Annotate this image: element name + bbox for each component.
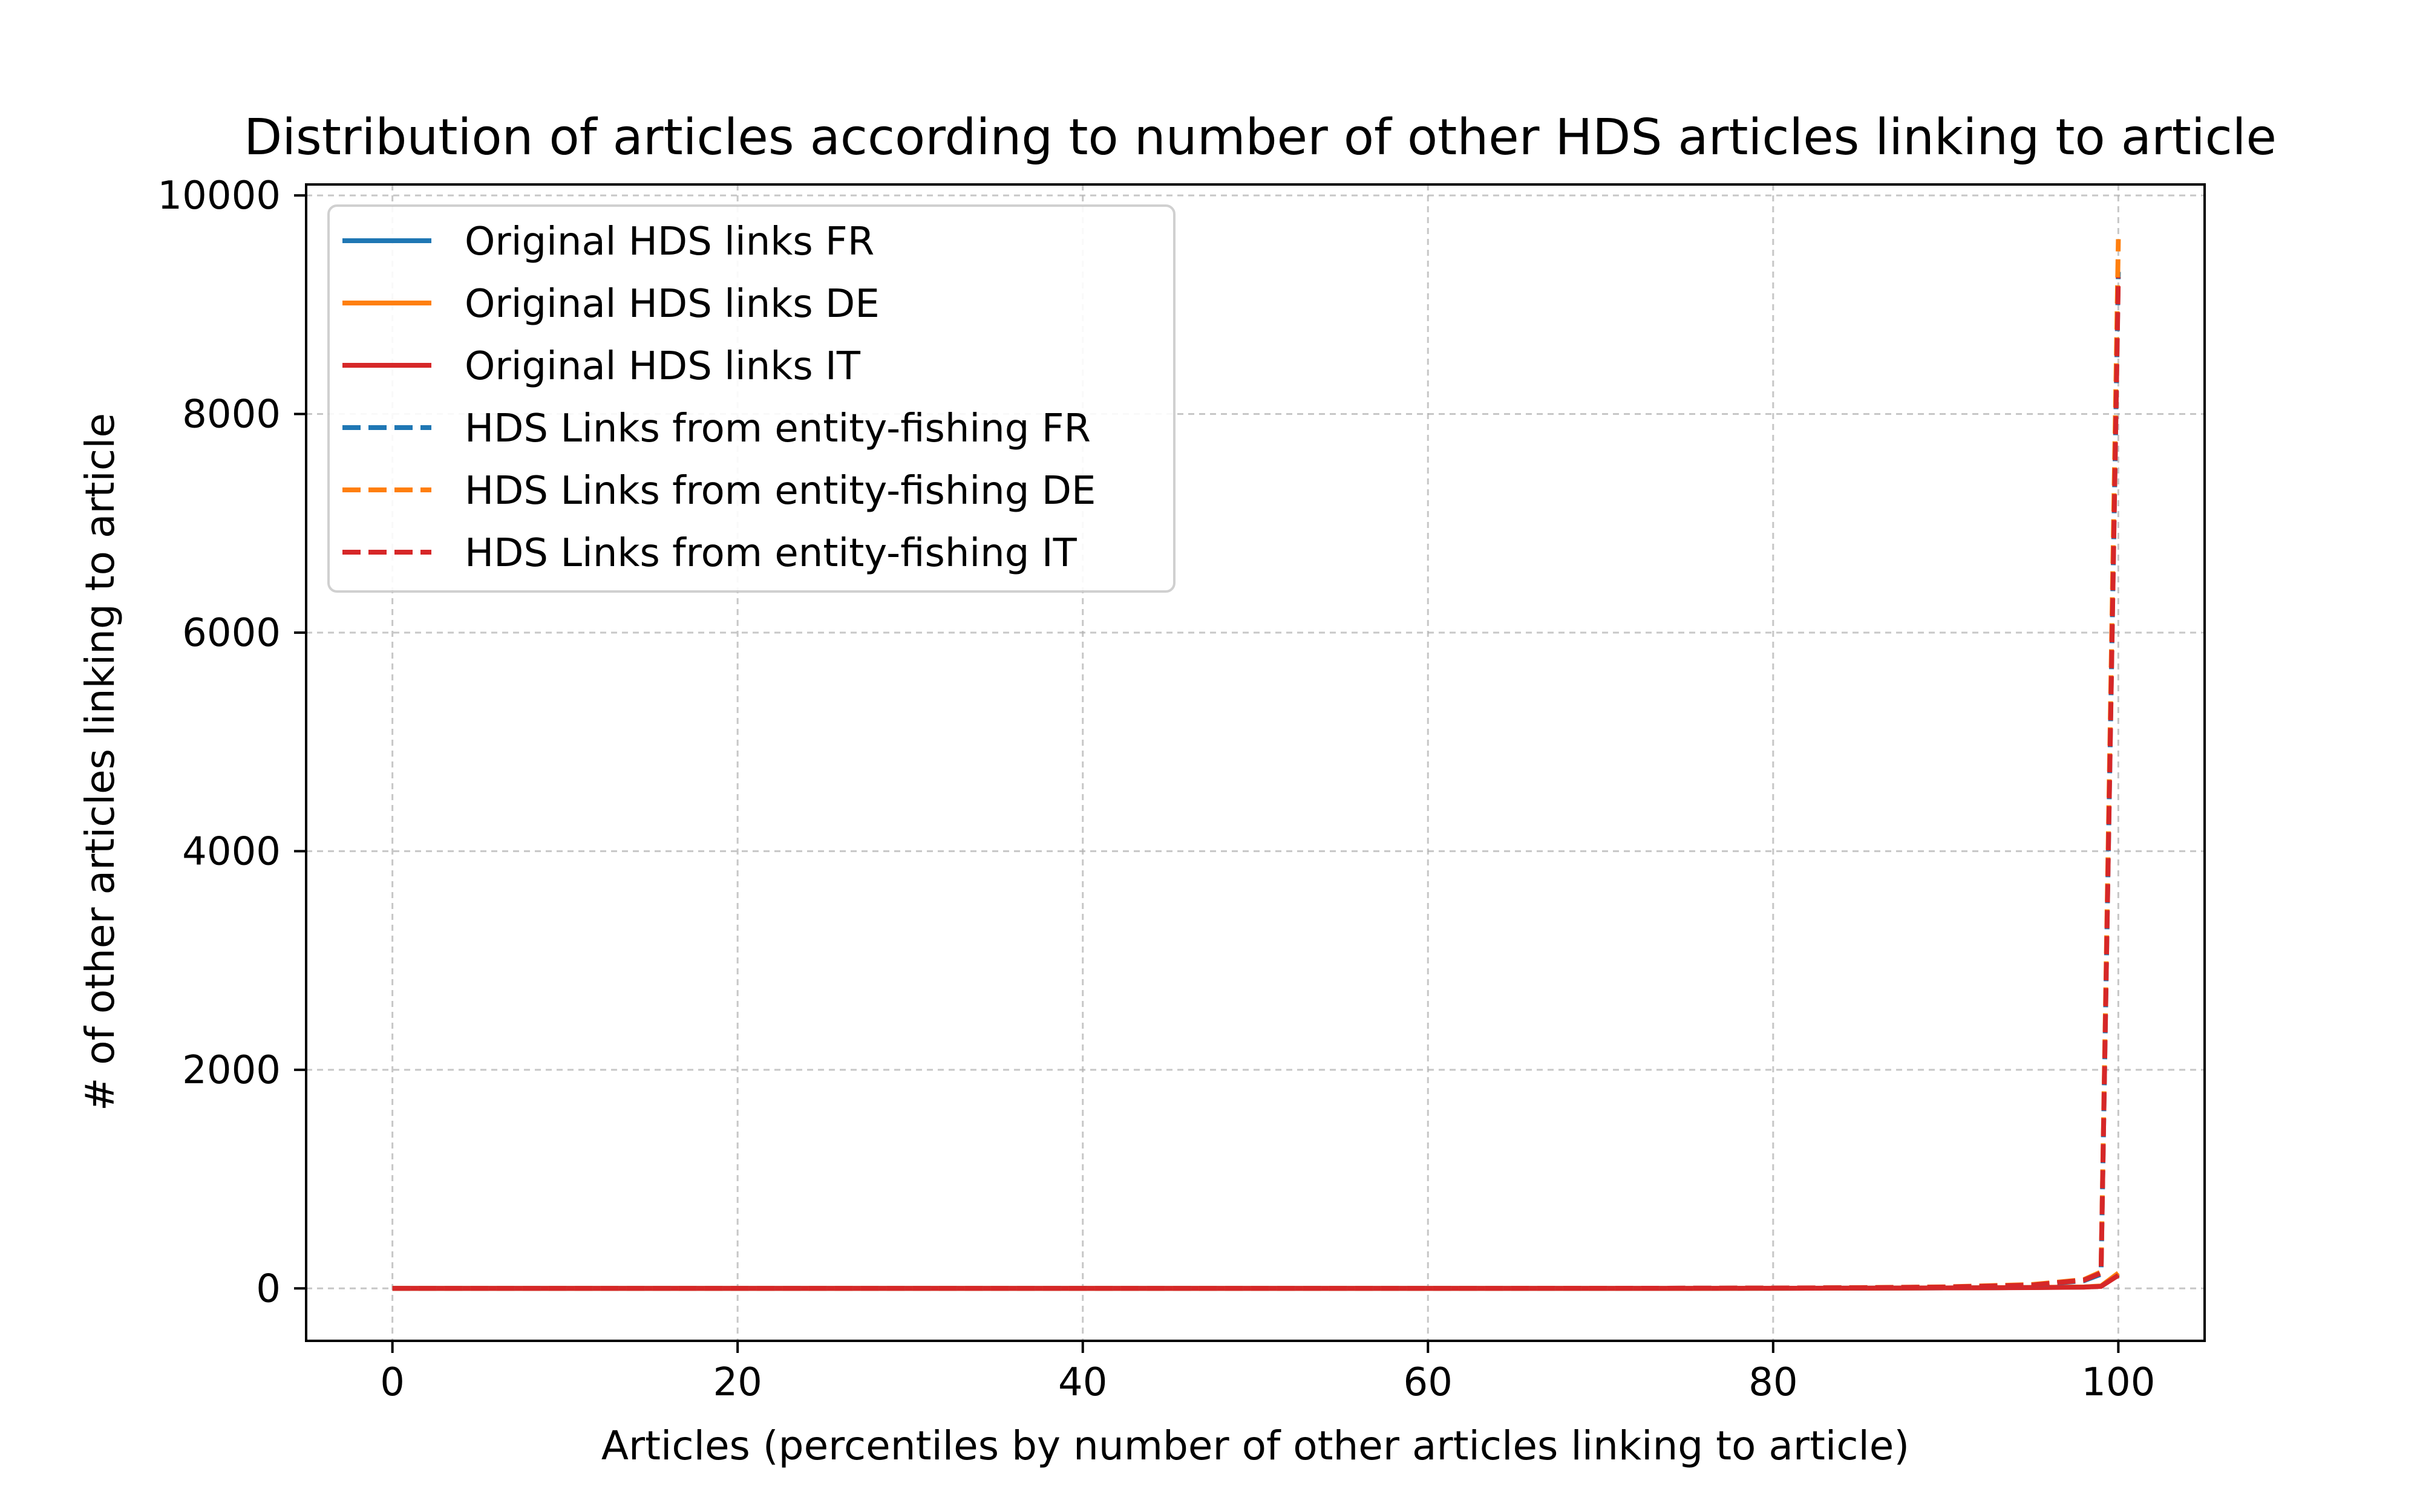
legend-label-0: Original HDS links FR bbox=[465, 220, 874, 264]
x-tick-label-0: 0 bbox=[380, 1360, 405, 1405]
plot-frame bbox=[305, 183, 2206, 1342]
legend-box bbox=[327, 204, 1176, 593]
legend: Original HDS links FR Original HDS links … bbox=[327, 204, 1176, 593]
y-tick-label-3: 6000 bbox=[182, 611, 281, 656]
legend-label-4: HDS Links from entity-fishing DE bbox=[465, 469, 1096, 513]
y-tick-label-1: 2000 bbox=[182, 1048, 281, 1093]
y-tick-label-5: 10000 bbox=[157, 174, 281, 218]
x-tick-label-4: 80 bbox=[1748, 1360, 1797, 1405]
legend-label-5: HDS Links from entity-fishing IT bbox=[465, 531, 1078, 576]
chart-title: Distribution of articles according to nu… bbox=[244, 109, 2277, 166]
x-axis-label: Articles (percentiles by number of other… bbox=[601, 1422, 1909, 1469]
x-tick-label-3: 60 bbox=[1404, 1360, 1453, 1405]
x-tick-label-5: 100 bbox=[2081, 1360, 2155, 1405]
y-axis: 0 2000 4000 6000 8000 10000 bbox=[157, 174, 306, 1311]
legend-label-3: HDS Links from entity-fishing FR bbox=[465, 406, 1091, 451]
y-tick-label-0: 0 bbox=[256, 1266, 281, 1311]
series-line-5 bbox=[392, 277, 2121, 1291]
y-tick-label-4: 8000 bbox=[182, 393, 281, 437]
x-axis: 0 20 40 60 80 100 bbox=[380, 1341, 2155, 1405]
x-tick-label-1: 20 bbox=[713, 1360, 762, 1405]
x-tick-label-2: 40 bbox=[1058, 1360, 1107, 1405]
y-tick-label-2: 4000 bbox=[182, 829, 281, 874]
series-lines bbox=[392, 239, 2121, 1291]
y-axis-label: # of other articles linking to article bbox=[77, 413, 123, 1111]
legend-label-1: Original HDS links DE bbox=[465, 282, 880, 327]
legend-label-2: Original HDS links IT bbox=[465, 344, 861, 389]
